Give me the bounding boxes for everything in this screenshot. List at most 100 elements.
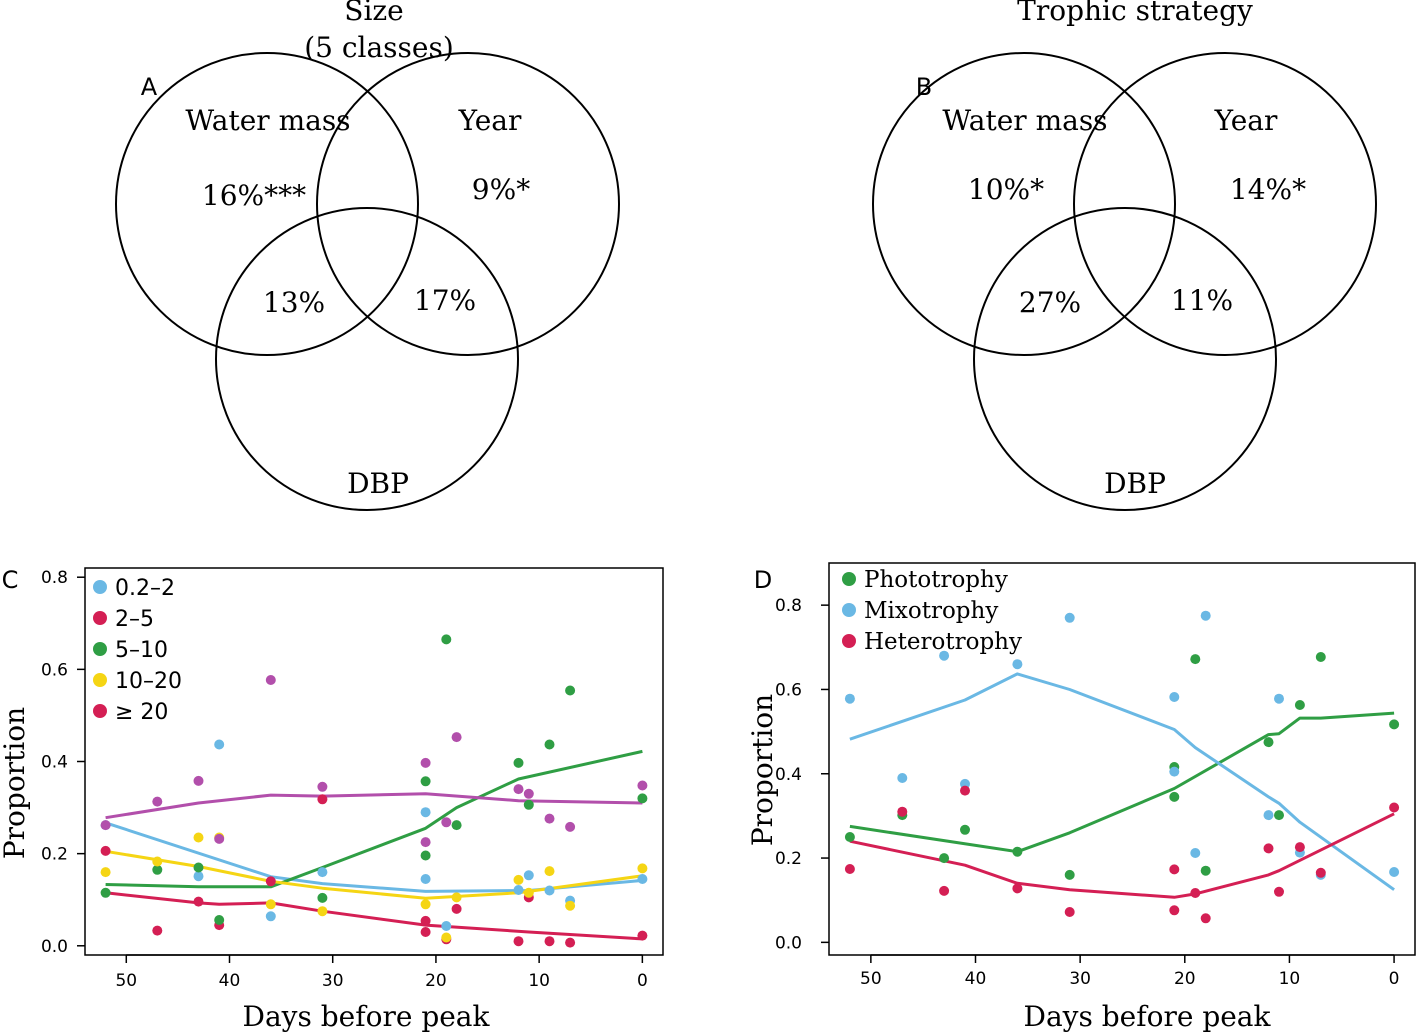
data-point [420,927,431,937]
venn-b-only-water-mass: 10%* [968,173,1044,206]
data-point [1200,865,1211,876]
x-tick-label: 30 [322,971,344,991]
data-point [1294,700,1305,710]
data-point [420,915,431,926]
data-point [214,915,225,925]
y-tick-label: 0.2 [775,849,802,869]
legend-label: Phototrophy [864,567,1008,593]
data-point [152,864,163,875]
data-point [1315,652,1326,662]
x-tick-label: 30 [1069,969,1091,989]
data-point [897,806,908,817]
data-point [513,784,524,795]
data-point [214,739,225,750]
data-point [565,937,576,948]
data-point [100,820,111,831]
venn-a-year-dbp: 17% [414,284,476,317]
chart-c-y-axis-title: Proportion [0,707,31,859]
data-point [317,781,328,792]
venn-a-set3-label: DBP [347,467,409,500]
trend-line--20 [105,792,643,820]
data-point [441,817,452,828]
data-point [193,871,204,882]
chart-c-points [100,634,648,948]
chart-d-y-axis-title: Proportion [746,694,779,846]
data-point [441,921,452,931]
data-point [317,867,328,878]
legend-marker [93,580,107,594]
data-point [1263,810,1274,821]
data-point [1190,654,1201,665]
trend-line-mixotrophy [849,672,1395,891]
data-point [193,775,204,786]
data-point [1169,905,1180,916]
venn-b-set1-label: Water mass [942,104,1107,137]
data-point [420,874,431,884]
legend-marker [842,603,856,617]
data-point [152,796,163,807]
data-point [544,813,555,824]
data-point [1389,719,1400,730]
x-tick-label: 0 [637,971,648,991]
chart-c-trend-lines [105,749,643,941]
trend-line-5-10 [105,749,643,889]
y-tick-label: 0.6 [775,680,802,700]
legend-marker [93,704,107,718]
data-point [265,899,276,910]
data-point [193,832,204,843]
data-point [637,793,648,804]
venn-b-circle-dbp [973,207,1277,511]
data-point [1012,659,1023,670]
legend-label: 10–20 [115,669,182,694]
data-point [451,732,462,743]
chart-d-legend: Phototrophy Mixotrophy Heterotrophy [842,567,1022,655]
chart-d: D 50 40 30 20 10 0 0.0 0.2 0.4 0.6 0.8 Phototrophy… [746,562,1416,1033]
chart-d-x-axis-title: Days before peak [1024,1000,1272,1033]
data-point [1169,692,1180,702]
data-point [565,821,576,832]
chart-c-panel-label: C [2,566,19,594]
data-point [420,837,431,848]
data-point [1012,846,1023,857]
data-point [1389,802,1400,813]
venn-a-set1-label: Water mass [185,104,350,137]
venn-b-water-mass-dbp: 27% [1019,286,1081,319]
data-point [451,903,462,914]
x-tick-label: 0 [1389,969,1400,989]
data-point [1389,867,1400,877]
y-tick-label: 0.8 [41,568,68,588]
legend-label: 2–5 [115,607,154,632]
chart-d-ticks: 50 40 30 20 10 0 0.0 0.2 0.4 0.6 0.8 [775,596,1400,989]
data-point [939,650,950,661]
chart-c: C 50 40 30 20 10 0 0.0 0.2 0.4 0.6 0.8 0.2–2 2–5 5–1… [0,566,664,1033]
data-point [544,885,555,896]
trend-line-phototrophy [849,711,1395,854]
x-tick-label: 40 [965,969,987,989]
chart-c-x-axis-title: Days before peak [243,1000,491,1033]
venn-b-circle-water-mass [872,52,1176,356]
data-point [420,899,431,910]
venn-a-title-line1: Size [344,0,403,27]
chart-c-plot-frame [84,567,664,956]
data-point [513,936,524,947]
data-point [1200,913,1211,924]
data-point [1200,610,1211,621]
venn-b-only-year: 14%* [1230,173,1306,206]
data-point [100,867,111,878]
y-tick-label: 0.0 [775,933,802,953]
data-point [513,874,524,885]
data-point [214,833,225,844]
legend-marker [93,673,107,687]
x-tick-label: 50 [115,971,137,991]
y-tick-label: 0.6 [41,660,68,680]
data-point [1064,907,1075,917]
data-point [844,864,855,874]
data-point [1263,843,1274,854]
data-point [193,896,204,907]
data-point [1263,737,1274,748]
data-point [420,850,431,861]
data-point [420,776,431,787]
data-point [441,634,452,645]
data-point [960,785,970,796]
chart-c-legend: 0.2–2 2–5 5–10 10–20 ≥ 20 [93,576,182,725]
